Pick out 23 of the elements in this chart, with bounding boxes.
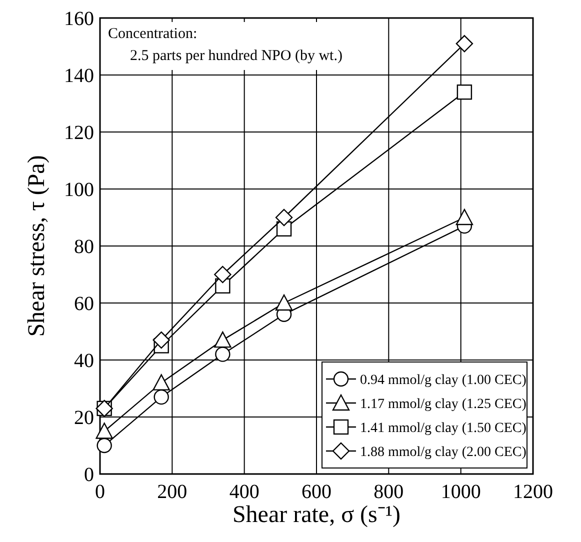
y-tick-label: 40 (74, 350, 94, 372)
x-tick-label: 1000 (440, 481, 481, 503)
y-axis-title: Shear stress, τ (Pa) (24, 155, 50, 337)
legend-label: 0.94 mmol/g clay (1.00 CEC) (360, 373, 527, 388)
x-tick-label: 800 (374, 481, 404, 503)
legend-label: 1.17 mmol/g clay (1.25 CEC) (360, 397, 527, 412)
y-tick-label: 60 (74, 293, 94, 315)
y-tick-label: 100 (64, 179, 94, 201)
annotation: Concentration: (108, 26, 198, 42)
x-axis-title: Shear rate, σ (s⁻¹) (232, 502, 401, 528)
y-tick-label: 20 (74, 407, 94, 429)
y-tick-label: 140 (64, 65, 94, 87)
y-tick-label: 80 (74, 236, 94, 258)
legend-label: 1.41 mmol/g clay (1.50 CEC) (360, 421, 527, 436)
legend-label: 1.88 mmol/g clay (2.00 CEC) (360, 445, 527, 460)
x-tick-label: 600 (302, 481, 332, 503)
x-tick-label: 400 (229, 481, 260, 503)
annotation: 2.5 parts per hundred NPO (by wt.) (130, 48, 342, 64)
x-tick-label: 200 (157, 481, 188, 503)
y-tick-label: 0 (84, 464, 94, 486)
x-tick-label: 1200 (513, 481, 553, 503)
y-tick-label: 160 (64, 8, 94, 30)
y-tick-label: 120 (64, 122, 94, 144)
